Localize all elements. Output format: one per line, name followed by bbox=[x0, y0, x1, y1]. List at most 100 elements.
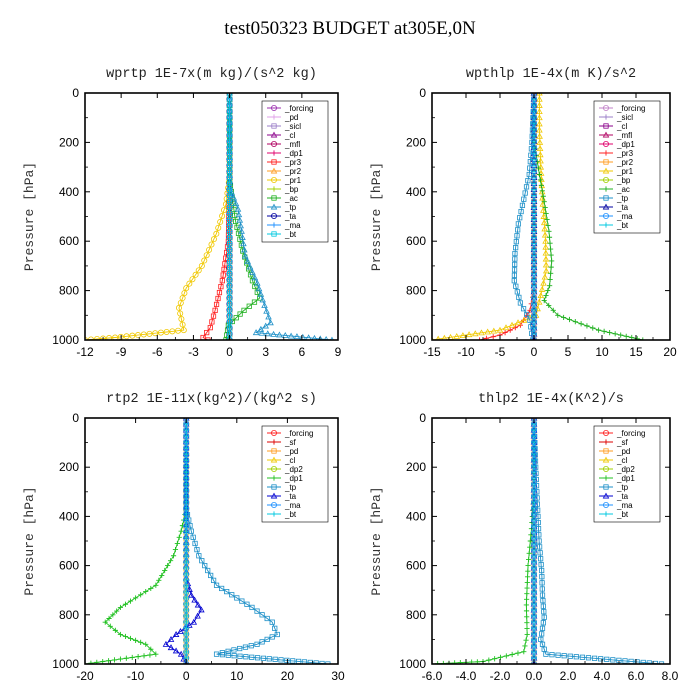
data-point-pr1 bbox=[536, 114, 543, 121]
data-point-tp bbox=[238, 227, 245, 234]
data-point-bt bbox=[531, 210, 537, 217]
legend-box bbox=[593, 100, 661, 234]
legend-entry: _sf bbox=[284, 438, 296, 447]
data-point-tp bbox=[284, 657, 290, 663]
data-point-bt bbox=[226, 319, 233, 325]
data-point-tp bbox=[257, 325, 265, 332]
data-point-ta bbox=[177, 650, 185, 657]
data-point-tp bbox=[244, 601, 250, 607]
x-tick-label: 0 bbox=[183, 669, 190, 683]
data-point-dp1 bbox=[452, 660, 458, 664]
data-point-tp bbox=[259, 296, 266, 303]
legend-entry: _pd bbox=[284, 113, 298, 122]
legend-entry: _tp bbox=[616, 194, 629, 203]
legend-marker bbox=[270, 429, 277, 436]
data-point-tp bbox=[538, 562, 544, 568]
data-point-ac bbox=[537, 177, 543, 183]
data-point-pr1 bbox=[217, 218, 224, 225]
data-point-tp bbox=[264, 615, 270, 622]
data-point-bt bbox=[226, 150, 233, 156]
data-point-tp bbox=[511, 267, 518, 273]
panel-title: rtp2 1E-11x(kg^2)/(kg^2 s) bbox=[106, 392, 317, 407]
data-point-dp1 bbox=[528, 532, 534, 538]
data-point-tp bbox=[208, 572, 214, 579]
data-point-bt bbox=[531, 505, 537, 511]
data-point-ac bbox=[240, 248, 246, 254]
legend-marker bbox=[270, 105, 277, 112]
data-point-tp bbox=[561, 653, 567, 659]
data-point-bt bbox=[531, 493, 537, 499]
data-point-bt bbox=[531, 427, 537, 433]
series-group bbox=[85, 93, 334, 340]
data-point-bt bbox=[531, 499, 537, 505]
data-point-tp bbox=[535, 526, 542, 532]
x-tick-label: -20 bbox=[76, 669, 94, 683]
data-point-bt bbox=[183, 559, 189, 565]
data-point-bt bbox=[183, 619, 189, 625]
data-point-ac bbox=[246, 303, 252, 309]
data-point-pr1 bbox=[471, 330, 479, 337]
data-point-bt bbox=[226, 168, 233, 174]
data-point-tp bbox=[311, 334, 318, 340]
data-point-pr1 bbox=[536, 95, 543, 102]
data-point-pr3 bbox=[477, 337, 483, 340]
x-tick-label: 9 bbox=[335, 345, 342, 359]
data-point-tp bbox=[232, 200, 240, 207]
data-point-pr1 bbox=[219, 213, 226, 220]
data-point-tp bbox=[598, 656, 604, 662]
data-point-bt bbox=[531, 271, 537, 277]
x-tick-label: 2.0 bbox=[560, 669, 577, 683]
legend-marker bbox=[603, 439, 609, 445]
data-point-tp bbox=[529, 127, 536, 133]
x-tick-label: -9 bbox=[116, 345, 127, 359]
legend-entry: _pr3 bbox=[284, 158, 302, 167]
data-point-dp1 bbox=[138, 639, 144, 645]
data-point-ta bbox=[172, 647, 180, 654]
data-point-ac bbox=[572, 319, 578, 325]
legend-marker bbox=[603, 186, 609, 192]
panel-thlp2: thlp2 1E-4x(K^2)/s Pressure [hPa] -6.0 -4.0… bbox=[369, 392, 679, 683]
legend-entry: _dp2 bbox=[284, 465, 303, 474]
data-point-dp1 bbox=[148, 646, 154, 652]
x-tick-label: -6.0 bbox=[422, 669, 443, 683]
data-point-tp bbox=[264, 330, 272, 337]
data-point-bt bbox=[183, 535, 189, 541]
legend-entry: _dp1 bbox=[616, 474, 635, 483]
data-point-pr3 bbox=[216, 289, 223, 296]
data-point-bt bbox=[531, 481, 537, 487]
data-point-bt bbox=[226, 198, 233, 205]
data-point-dp1 bbox=[524, 574, 531, 580]
data-point-ac bbox=[546, 234, 553, 240]
data-point-pr1 bbox=[215, 224, 222, 231]
data-point-ac bbox=[548, 264, 554, 270]
data-point-tp bbox=[239, 234, 246, 240]
data-point-ac bbox=[590, 325, 596, 331]
legend-entry: _pd bbox=[616, 447, 630, 456]
data-point-dp1 bbox=[143, 589, 149, 595]
data-point-ta bbox=[194, 612, 201, 619]
data-point-pr3 bbox=[204, 329, 210, 336]
data-point-tp bbox=[231, 653, 237, 659]
data-point-pr1 bbox=[140, 331, 147, 338]
data-point-dp1 bbox=[107, 623, 113, 629]
data-point-tp bbox=[240, 240, 247, 247]
legend-entry: _tp bbox=[284, 203, 297, 212]
data-point-tp bbox=[211, 577, 217, 583]
legend-marker bbox=[271, 150, 277, 156]
data-point-dp1 bbox=[524, 591, 530, 597]
data-point-tp bbox=[270, 330, 277, 337]
x-tick-label: 6 bbox=[299, 345, 306, 359]
data-point-ac bbox=[234, 224, 240, 230]
x-tick-label: -10 bbox=[457, 345, 475, 359]
data-point-tp bbox=[538, 636, 544, 643]
data-point-tp bbox=[225, 652, 231, 658]
data-point-tp bbox=[591, 655, 598, 661]
legend-entry: _cl bbox=[616, 122, 627, 131]
y-tick-label: 800 bbox=[59, 284, 79, 298]
data-point-bt bbox=[531, 265, 537, 271]
legend-marker bbox=[603, 222, 609, 228]
legend-entry: _dp1 bbox=[616, 140, 635, 149]
legend-marker bbox=[603, 475, 609, 481]
legend-entry: _bt bbox=[616, 221, 629, 230]
data-point-bt bbox=[531, 289, 537, 295]
